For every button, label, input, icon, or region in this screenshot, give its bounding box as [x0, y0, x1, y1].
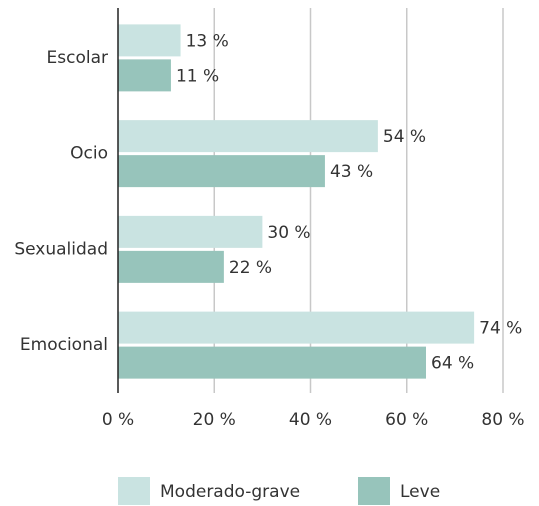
data-label: 22 %	[229, 258, 272, 278]
legend-label: Moderado-grave	[160, 482, 300, 502]
data-label: 30 %	[267, 223, 310, 243]
x-tick-label: 40 %	[289, 410, 332, 430]
legend-swatch	[358, 477, 390, 505]
y-tick-label: Escolar	[47, 48, 108, 68]
data-label: 64 %	[431, 354, 474, 374]
bar	[118, 59, 171, 92]
y-tick-label: Emocional	[20, 335, 108, 355]
x-tick-label: 60 %	[385, 410, 428, 430]
bar	[118, 346, 426, 379]
data-label: 54 %	[383, 127, 426, 147]
data-label: 11 %	[176, 66, 219, 86]
data-label: 13 %	[186, 31, 229, 51]
bar	[118, 120, 378, 153]
bar	[118, 24, 181, 57]
y-tick-label: Sexualidad	[14, 239, 108, 259]
legend-label: Leve	[400, 482, 440, 502]
x-tick-label: 80 %	[481, 410, 524, 430]
bar	[118, 311, 475, 344]
data-label: 74 %	[479, 319, 522, 339]
bar	[118, 250, 224, 283]
x-tick-label: 20 %	[193, 410, 236, 430]
data-label: 43 %	[330, 162, 373, 182]
legend-swatch	[118, 477, 150, 505]
y-tick-label: Ocio	[70, 144, 108, 164]
bar	[118, 155, 325, 188]
bar	[118, 215, 263, 248]
x-tick-label: 0 %	[102, 410, 134, 430]
